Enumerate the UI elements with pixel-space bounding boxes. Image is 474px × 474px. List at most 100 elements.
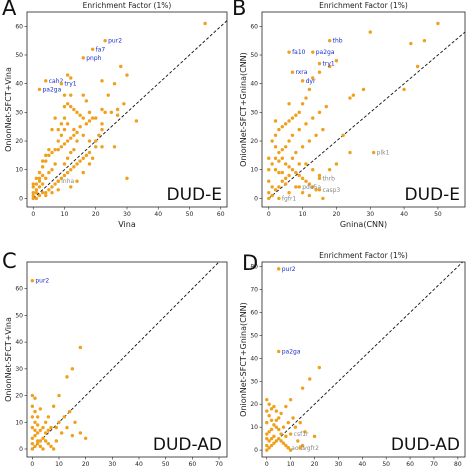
data-point — [272, 434, 276, 439]
y-tick-label: 70 — [250, 287, 258, 294]
point-annotation: pa2ga — [316, 49, 335, 56]
data-point — [69, 76, 73, 80]
data-point — [81, 170, 85, 175]
y-tick-label: 40 — [15, 339, 23, 346]
highlight-point — [327, 38, 332, 43]
data-point — [106, 93, 110, 97]
data-point — [308, 377, 312, 381]
data-point — [37, 170, 42, 175]
data-point — [272, 404, 276, 409]
highlight-point — [286, 446, 290, 450]
y-tick-label: 30 — [250, 378, 258, 385]
data-point — [269, 443, 274, 448]
y-tick-label: 20 — [250, 138, 258, 145]
data-point — [300, 145, 305, 149]
data-point — [59, 176, 64, 181]
data-point — [41, 447, 45, 451]
data-point — [33, 420, 37, 424]
data-point — [38, 428, 43, 432]
data-point — [65, 102, 70, 106]
data-point — [34, 196, 39, 201]
data-point — [277, 416, 281, 420]
highlight-point — [30, 278, 35, 283]
data-point — [30, 404, 35, 408]
diagonal-line — [266, 261, 463, 451]
data-point — [70, 367, 75, 371]
data-point — [37, 179, 42, 183]
data-point — [324, 104, 328, 109]
data-point — [307, 87, 312, 92]
data-point — [57, 393, 61, 398]
point-annotation: fa10 — [292, 49, 306, 56]
point-annotation: vgfr2 — [303, 445, 319, 452]
point-annotation: pur2 — [282, 266, 296, 273]
data-point — [62, 104, 67, 109]
y-tick-label: 60 — [250, 23, 258, 30]
data-point — [51, 447, 56, 451]
data-point — [35, 441, 40, 446]
data-point — [267, 446, 271, 450]
dataset-label: DUD-E — [167, 185, 223, 205]
data-point — [62, 173, 67, 178]
data-point — [303, 430, 307, 434]
data-point — [34, 176, 39, 181]
data-point — [361, 87, 366, 92]
data-point — [69, 104, 73, 109]
data-point — [33, 409, 37, 414]
data-point — [40, 165, 45, 169]
data-point — [100, 122, 104, 126]
x-tick-label: 50 — [186, 211, 194, 218]
x-tick-label: 60 — [217, 211, 225, 218]
point-annotation: thrb — [323, 175, 336, 182]
data-point — [72, 133, 76, 138]
data-point — [288, 397, 293, 402]
x-tick-label: 0 — [265, 461, 269, 468]
panel-letter: C — [2, 249, 17, 273]
data-point — [265, 409, 269, 413]
data-point — [267, 156, 271, 160]
data-point — [50, 185, 54, 189]
data-point — [50, 150, 54, 155]
data-point — [273, 168, 278, 172]
point-annotation: pur2 — [35, 278, 49, 285]
data-point — [115, 113, 120, 117]
data-point — [75, 139, 79, 143]
data-point — [94, 139, 98, 143]
data-point — [51, 404, 56, 408]
highlight-point — [317, 61, 322, 66]
data-point — [274, 425, 279, 429]
highlight-point — [37, 87, 42, 92]
data-point — [46, 428, 51, 432]
data-point — [296, 439, 300, 443]
highlight-point — [277, 196, 281, 201]
data-point — [103, 110, 107, 115]
data-point — [46, 441, 51, 446]
diagonal-line — [32, 261, 220, 450]
x-tick-label: 30 — [123, 211, 131, 218]
data-point — [267, 190, 271, 195]
x-tick-label: 20 — [311, 461, 319, 468]
data-point — [269, 436, 274, 441]
data-point — [38, 444, 43, 449]
data-point — [317, 110, 322, 115]
data-point — [81, 93, 85, 97]
data-point — [62, 415, 67, 419]
highlight-point — [81, 56, 85, 60]
data-point — [119, 64, 123, 69]
x-axis-label: Vina — [118, 220, 136, 229]
x-tick-label: 20 — [82, 461, 90, 468]
data-point — [87, 162, 92, 166]
data-point — [35, 423, 40, 427]
data-point — [279, 439, 283, 443]
data-point — [41, 436, 45, 441]
data-point — [78, 431, 83, 435]
data-point — [284, 443, 288, 448]
data-point — [125, 73, 129, 77]
data-point — [265, 436, 269, 441]
data-point — [284, 404, 288, 409]
data-point — [53, 147, 57, 152]
data-point — [34, 190, 39, 195]
data-point — [100, 79, 104, 83]
data-point — [87, 110, 92, 115]
data-point — [300, 386, 305, 390]
